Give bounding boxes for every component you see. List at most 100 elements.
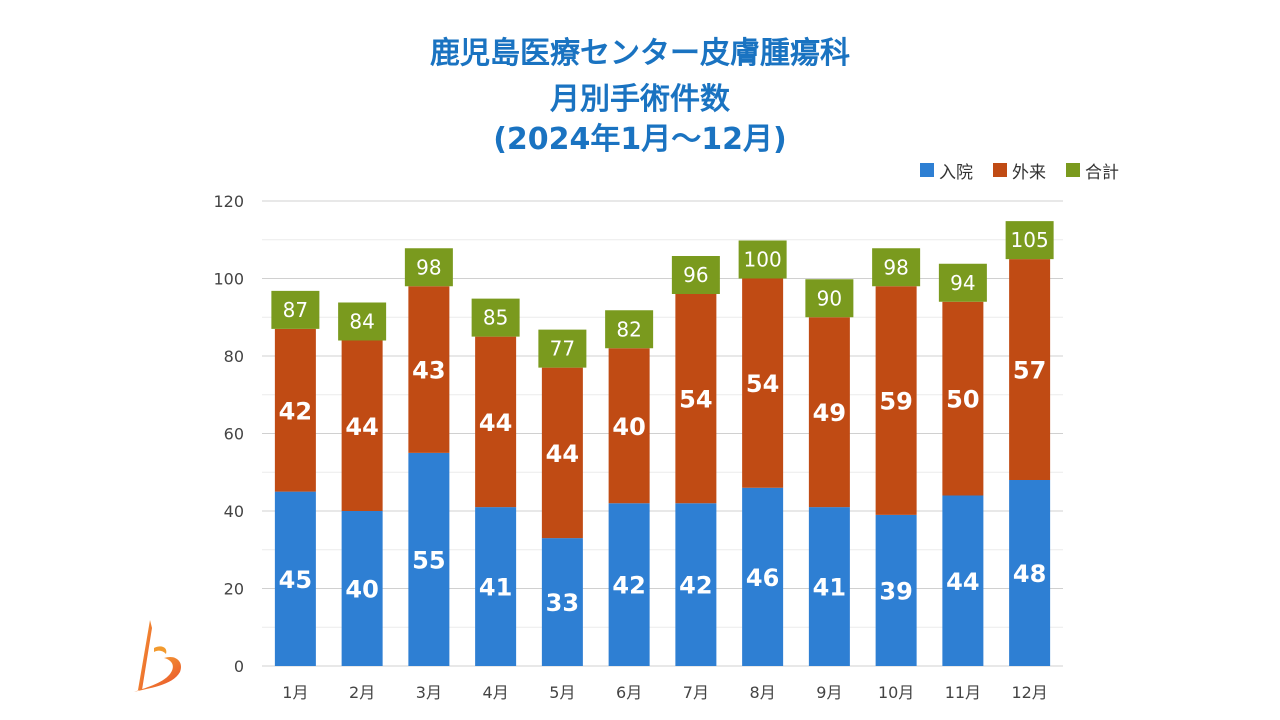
bar-inpatient [875,514,917,666]
data-label-inpatient: 48 [1013,560,1046,588]
x-tick-label: 1月 [282,683,308,702]
bar-inpatient [808,507,850,666]
data-label-inpatient: 44 [946,568,979,596]
data-label-total: 77 [550,337,575,361]
data-label-total: 87 [283,298,308,322]
bar-outpatient [541,367,583,539]
data-label-total: 94 [950,271,975,295]
total-label-box [271,290,320,329]
bar-inpatient [541,538,583,666]
total-label-box [605,310,654,349]
y-tick-label: 60 [224,425,244,444]
chart-title-line1: 鹿児島医療センター皮膚腫瘍科 [430,36,850,71]
bar-outpatient [341,340,383,511]
x-tick-label: 12月 [1011,683,1047,702]
x-tick-label: 9月 [816,683,842,702]
y-tick-label: 40 [224,502,244,521]
total-label-box [671,256,720,294]
total-label-box [471,298,520,337]
total-label-box [338,302,387,341]
x-tick-label: 4月 [483,683,509,702]
data-label-total: 105 [1011,228,1049,252]
total-label-box [1005,221,1054,260]
x-tick-label: 7月 [683,683,709,702]
data-label-inpatient: 55 [412,546,445,574]
y-tick-label: 120 [213,192,244,211]
data-label-outpatient: 43 [412,357,445,385]
x-tick-label: 8月 [750,683,776,702]
data-label-outpatient: 44 [479,409,512,437]
bar-inpatient [274,491,316,666]
bar-outpatient [475,336,517,508]
data-label-inpatient: 46 [746,564,779,592]
chart-title-line2: 月別手術件数 [550,82,730,117]
chart-title-line3: (2024年1月〜12月) [493,122,787,157]
bar-inpatient [942,495,984,666]
total-label-box [404,248,453,287]
data-label-total: 90 [817,286,842,310]
legend-swatch-total [1066,163,1080,177]
bar-inpatient [341,511,383,666]
data-label-outpatient: 44 [345,413,378,441]
x-tick-label: 10月 [878,683,914,702]
legend-swatch-outpatient [993,163,1007,177]
data-label-outpatient: 57 [1013,357,1046,385]
total-label-box [738,240,787,279]
data-label-inpatient: 41 [479,574,512,602]
bar-outpatient [274,328,316,492]
bar-outpatient [608,348,650,504]
bar-outpatient [408,286,450,453]
data-label-inpatient: 39 [879,577,912,605]
legend-item-inpatient: 入院 [920,158,973,183]
data-label-outpatient: 59 [879,388,912,416]
data-label-outpatient: 42 [279,397,312,425]
data-label-outpatient: 54 [679,386,712,414]
data-label-total: 98 [883,255,908,279]
bar-outpatient [1009,259,1051,480]
data-label-outpatient: 49 [813,399,846,427]
bar-inpatient [1009,480,1051,666]
chart-legend: 入院 外来 合計 [920,158,1139,183]
data-label-inpatient: 40 [345,576,378,604]
y-tick-label: 0 [234,657,244,676]
total-label-box [538,329,587,368]
bar-outpatient [742,278,784,488]
bar-outpatient [942,301,984,496]
x-tick-label: 6月 [616,683,642,702]
y-tick-label: 100 [213,270,244,289]
x-tick-label: 3月 [416,683,442,702]
legend-label-inpatient: 入院 [939,162,973,183]
bar-outpatient [675,294,717,504]
bar-inpatient [675,503,717,666]
data-label-total: 100 [744,248,782,272]
legend-swatch-inpatient [920,163,934,177]
data-label-inpatient: 33 [546,589,579,617]
x-tick-label: 5月 [549,683,575,702]
data-label-total: 84 [349,310,374,334]
total-label-box [872,248,921,287]
legend-item-outpatient: 外来 [993,158,1046,183]
data-label-outpatient: 40 [612,413,645,441]
data-label-total: 98 [416,255,441,279]
data-label-inpatient: 42 [612,572,645,600]
legend-item-total: 合計 [1066,158,1119,183]
data-label-total: 96 [683,263,708,287]
hospital-logo-icon [134,620,182,692]
data-label-inpatient: 45 [279,566,312,594]
data-label-inpatient: 41 [813,574,846,602]
data-label-total: 85 [483,306,508,330]
total-label-box [938,263,987,302]
data-label-outpatient: 44 [546,440,579,468]
bar-inpatient [408,452,450,666]
legend-label-outpatient: 外来 [1012,162,1046,183]
x-tick-label: 11月 [945,683,981,702]
x-tick-label: 2月 [349,683,375,702]
data-label-outpatient: 54 [746,370,779,398]
legend-label-total: 合計 [1085,162,1119,183]
bar-inpatient [475,507,517,666]
bar-outpatient [808,317,850,508]
bar-inpatient [608,503,650,666]
data-label-total: 82 [616,317,641,341]
data-label-outpatient: 50 [946,386,979,414]
